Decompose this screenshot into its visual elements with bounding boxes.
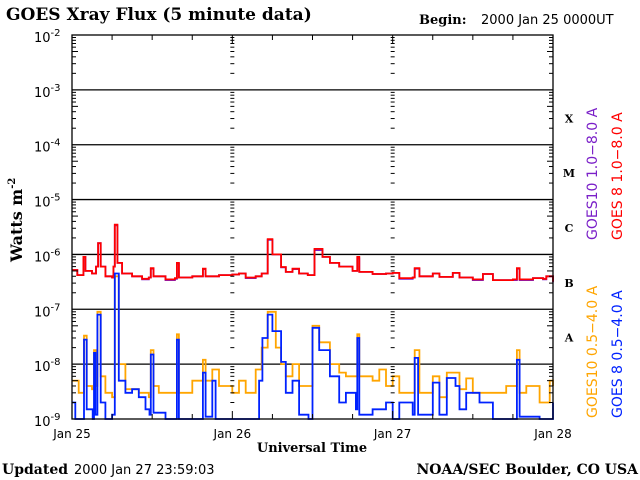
series-line	[72, 272, 554, 420]
x-tick-label: Jan 25	[52, 427, 91, 441]
axes	[71, 34, 554, 420]
begin-label: Begin:	[419, 13, 467, 28]
y-tick-label: 10-9	[34, 412, 61, 430]
legend-entry: GOES10 1.0−8.0 A	[585, 107, 601, 240]
grid	[72, 89, 553, 365]
footer-updated-label-text: Updated	[2, 462, 68, 478]
x-tick-label: Jan 27	[373, 427, 412, 441]
series-group	[72, 223, 554, 420]
y-tick-label: 10-2	[34, 28, 61, 46]
y-tick-label: 10-7	[34, 302, 61, 320]
footer-updated-label: Updated 2000 Jan 27 23:59:03	[2, 462, 214, 478]
y-tick-label: 10-3	[34, 83, 61, 101]
footer-source: NOAA/SEC Boulder, CO USA	[417, 462, 640, 478]
flare-class-label: A	[564, 332, 574, 345]
y-tick-labels: 10-2 10-3 10-4 10-5 10-6 10-7 10-8 10-9	[34, 28, 61, 430]
x-tick-label: Jan 28	[533, 427, 572, 441]
legend-entry: GOES 8 1.0−8.0 A	[610, 112, 626, 240]
legend-entry: GOES 8 0.5−4.0 A	[610, 290, 626, 418]
flare-class-label: B	[564, 277, 573, 290]
x-tick-labels: Jan 25 Jan 26 Jan 27 Jan 28	[52, 427, 572, 441]
y-axis-label: Watts m-2	[7, 178, 26, 263]
footer-updated-time: 2000 Jan 27 23:59:03	[74, 463, 214, 478]
legend: GOES10 1.0−8.0 A GOES 8 1.0−8.0 A GOES10 0…	[585, 107, 626, 418]
legend-entry: GOES10 0.5−4.0 A	[585, 285, 601, 418]
class-labels: X M C B A	[563, 112, 575, 344]
y-tick-label: 10-6	[34, 247, 61, 265]
flare-class-label: X	[565, 112, 574, 125]
series-line	[72, 223, 554, 282]
x-axis-label: Universal Time	[257, 441, 367, 456]
begin-value: 2000 Jan 25 0000UT	[481, 13, 614, 28]
y-tick-label: 10-8	[34, 357, 61, 375]
y-tick-label: 10-4	[34, 138, 61, 156]
chart-title: GOES Xray Flux (5 minute data)	[6, 5, 312, 25]
x-tick-label: Jan 26	[213, 427, 252, 441]
flare-class-label: C	[565, 222, 574, 235]
flare-class-label: M	[563, 167, 575, 180]
y-tick-label: 10-5	[34, 193, 61, 211]
